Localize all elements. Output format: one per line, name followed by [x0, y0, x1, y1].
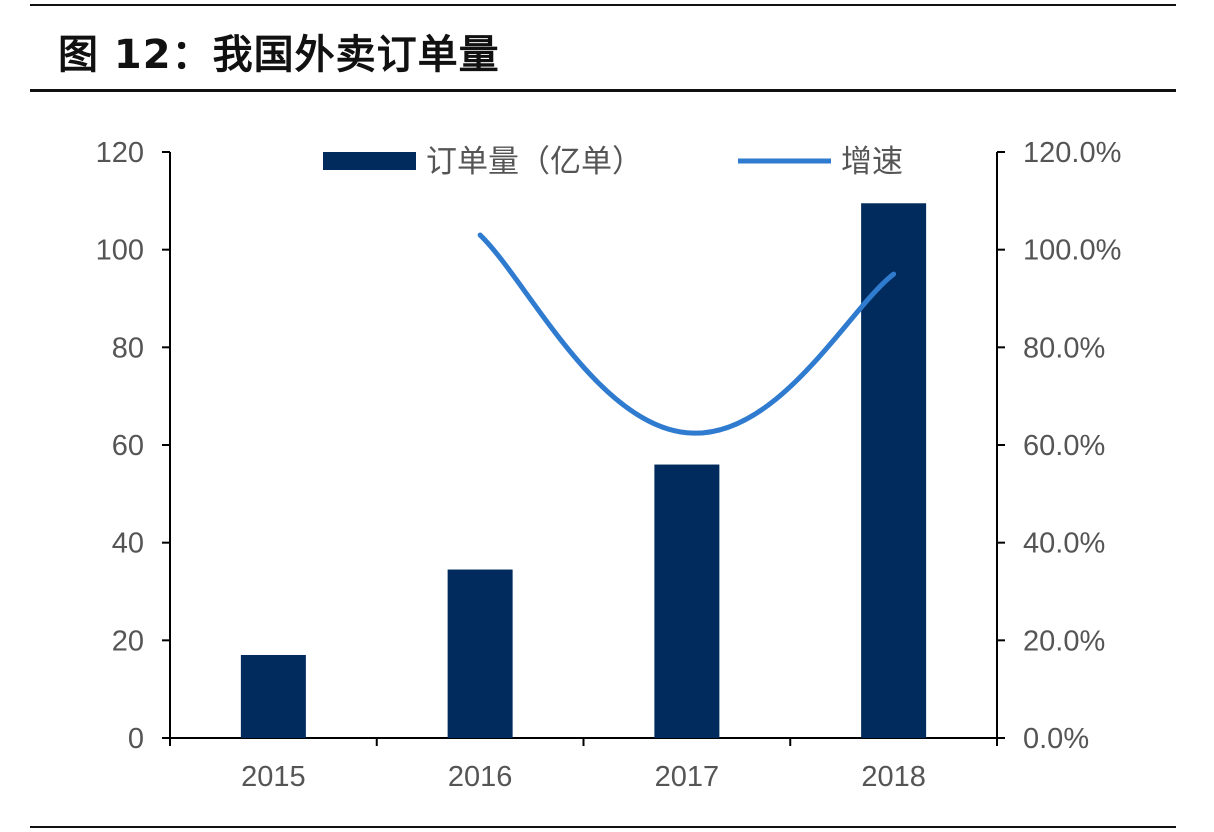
- x-tick-labels: 2015 2016 2017 2018: [241, 761, 926, 793]
- bottom-rule: [30, 826, 1176, 828]
- right-tick-label: 20.0%: [1023, 625, 1105, 657]
- right-tick-label: 60.0%: [1023, 430, 1105, 462]
- x-tick-label: 2015: [241, 761, 306, 793]
- left-tick-label: 60: [112, 430, 144, 462]
- left-tick-label: 0: [128, 723, 144, 755]
- bar-2015: [240, 654, 306, 738]
- left-tick-label: 80: [112, 332, 144, 364]
- x-tick-label: 2016: [448, 761, 513, 793]
- right-tick-label: 0.0%: [1023, 723, 1089, 755]
- figure-title: 图 12：我国外卖订单量: [58, 32, 500, 78]
- title-rule: [30, 89, 1176, 92]
- legend: 订单量（亿单） 增速: [323, 144, 903, 180]
- x-tick-label: 2017: [655, 761, 720, 793]
- right-tick-label: 80.0%: [1023, 332, 1105, 364]
- left-tick-label: 20: [112, 625, 144, 657]
- bar-2016: [447, 569, 513, 738]
- right-tick-label: 100.0%: [1023, 235, 1121, 267]
- growth-line-path: [477, 232, 897, 436]
- left-tick-label: 40: [112, 528, 144, 560]
- axes: 0 20 40 60 80 100 120 0.0% 20.0% 40.0% 60.0% 80.0% 1…: [96, 137, 1122, 755]
- bars: [240, 203, 927, 738]
- bar-2018: [861, 203, 927, 738]
- bar-2017: [654, 464, 720, 738]
- legend-label-growth: 增速: [841, 144, 903, 180]
- legend-swatch-orders: [323, 152, 416, 170]
- legend-label-orders: 订单量（亿单）: [426, 144, 643, 180]
- top-rule: [30, 4, 1176, 6]
- right-tick-label: 120.0%: [1023, 137, 1121, 169]
- x-tick-label: 2018: [861, 761, 926, 793]
- left-tick-label: 120: [96, 137, 144, 169]
- growth-line: [477, 232, 897, 436]
- right-tick-label: 40.0%: [1023, 528, 1105, 560]
- left-tick-label: 100: [96, 235, 144, 267]
